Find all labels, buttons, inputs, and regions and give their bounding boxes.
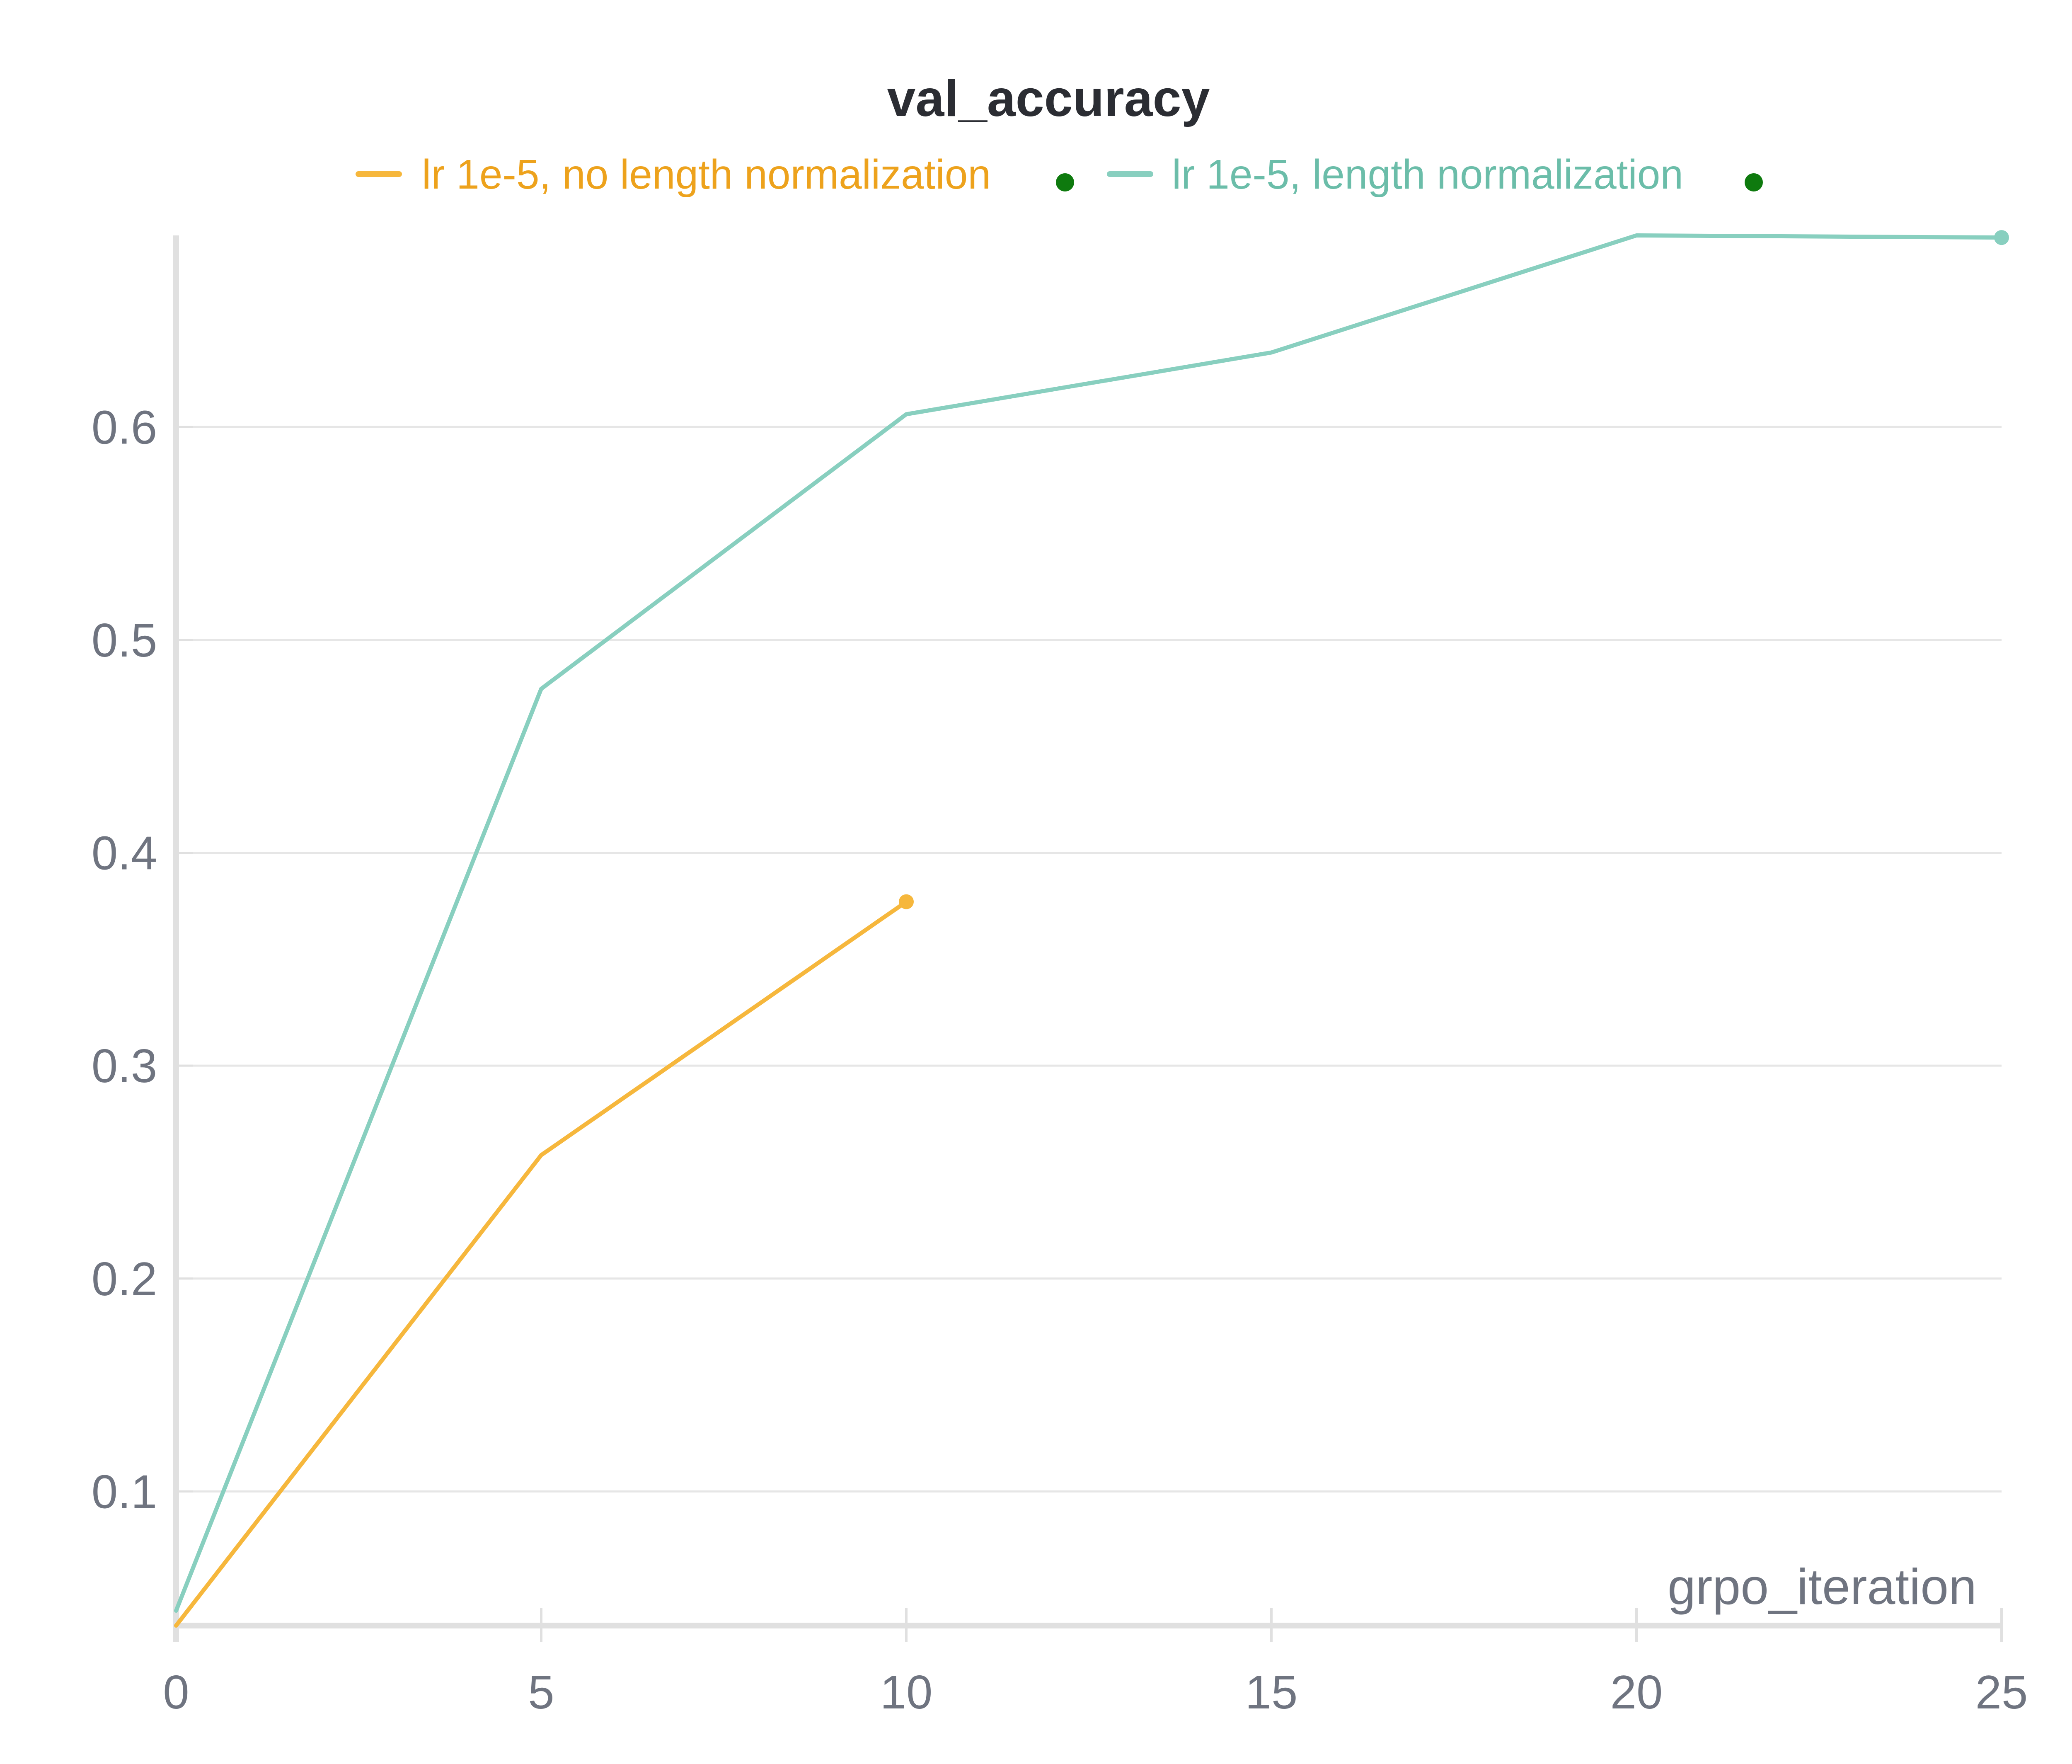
x-tick-label-4: 20 xyxy=(1610,1666,1663,1719)
x-axis-label: grpo_iteration xyxy=(1668,1558,1977,1615)
x-tick-label-3: 15 xyxy=(1245,1666,1298,1719)
legend: lr 1e-5, no length normalization lr 1e-5… xyxy=(356,151,1763,198)
gridlines xyxy=(176,426,2002,1493)
legend-dot-1 xyxy=(1745,173,1763,191)
y-tick-label-3: 0.4 xyxy=(92,827,157,880)
series-line-0 xyxy=(174,899,908,1628)
x-tick-label-2: 10 xyxy=(880,1666,933,1719)
y-tick-label-5: 0.6 xyxy=(92,401,157,454)
series-endpoint-0 xyxy=(899,894,914,909)
chart-title: val_accuracy xyxy=(887,70,1210,127)
y-tick-label-2: 0.3 xyxy=(92,1040,157,1093)
y-tick-label-1: 0.2 xyxy=(92,1253,157,1306)
y-tick-label-0: 0.1 xyxy=(92,1466,157,1518)
x-tick-label-5: 25 xyxy=(1975,1666,2028,1719)
series-endpoint-1 xyxy=(1994,230,2009,245)
series-layer xyxy=(174,230,2009,1628)
legend-label-0: lr 1e-5, no length normalization xyxy=(422,151,991,198)
y-tick-labels: 0.1 0.2 0.3 0.4 0.5 0.6 xyxy=(92,401,157,1518)
axes xyxy=(173,235,2003,1642)
x-tick-label-1: 5 xyxy=(528,1666,554,1719)
legend-label-1: lr 1e-5, length normalization xyxy=(1172,151,1683,198)
y-tick-label-4: 0.5 xyxy=(92,614,157,667)
x-tick-label-0: 0 xyxy=(163,1666,189,1719)
series-line-1 xyxy=(174,233,2004,1613)
x-tick-labels: 0 5 10 15 20 25 xyxy=(163,1666,2028,1719)
legend-dot-0 xyxy=(1056,173,1074,191)
